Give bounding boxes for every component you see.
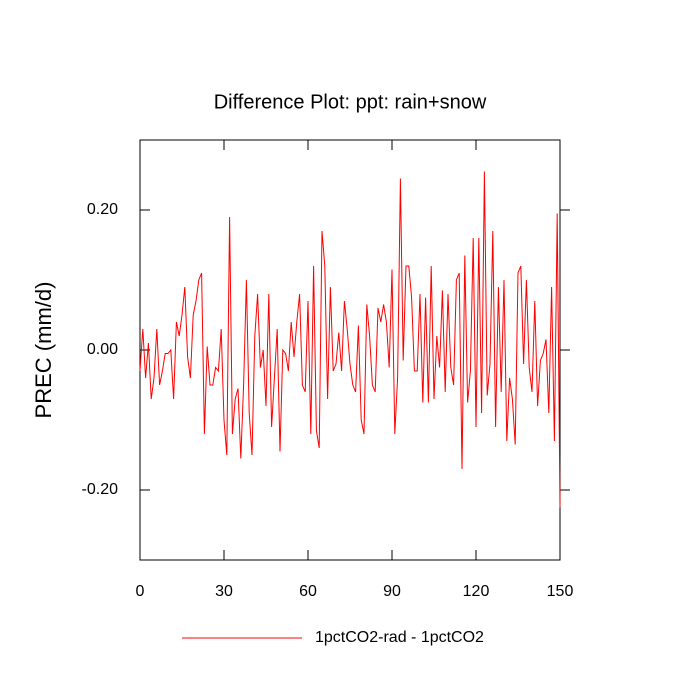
x-tick-label: 120: [463, 583, 490, 600]
x-tick-label: 30: [215, 583, 233, 600]
x-tick-label: 150: [547, 583, 574, 600]
legend-label: 1pctCO2-rad - 1pctCO2: [315, 629, 484, 646]
y-tick-label: 0.00: [87, 341, 118, 358]
data-line: [139, 171, 561, 508]
y-tick-label: 0.20: [87, 201, 118, 218]
y-tick-label: -0.20: [82, 481, 119, 498]
x-tick-label: 0: [136, 583, 145, 600]
x-tick-label: 90: [383, 583, 401, 600]
x-tick-label: 60: [299, 583, 317, 600]
chart-title: Difference Plot: ppt: rain+snow: [214, 91, 487, 113]
y-axis-label: PREC (mm/d): [31, 282, 56, 419]
